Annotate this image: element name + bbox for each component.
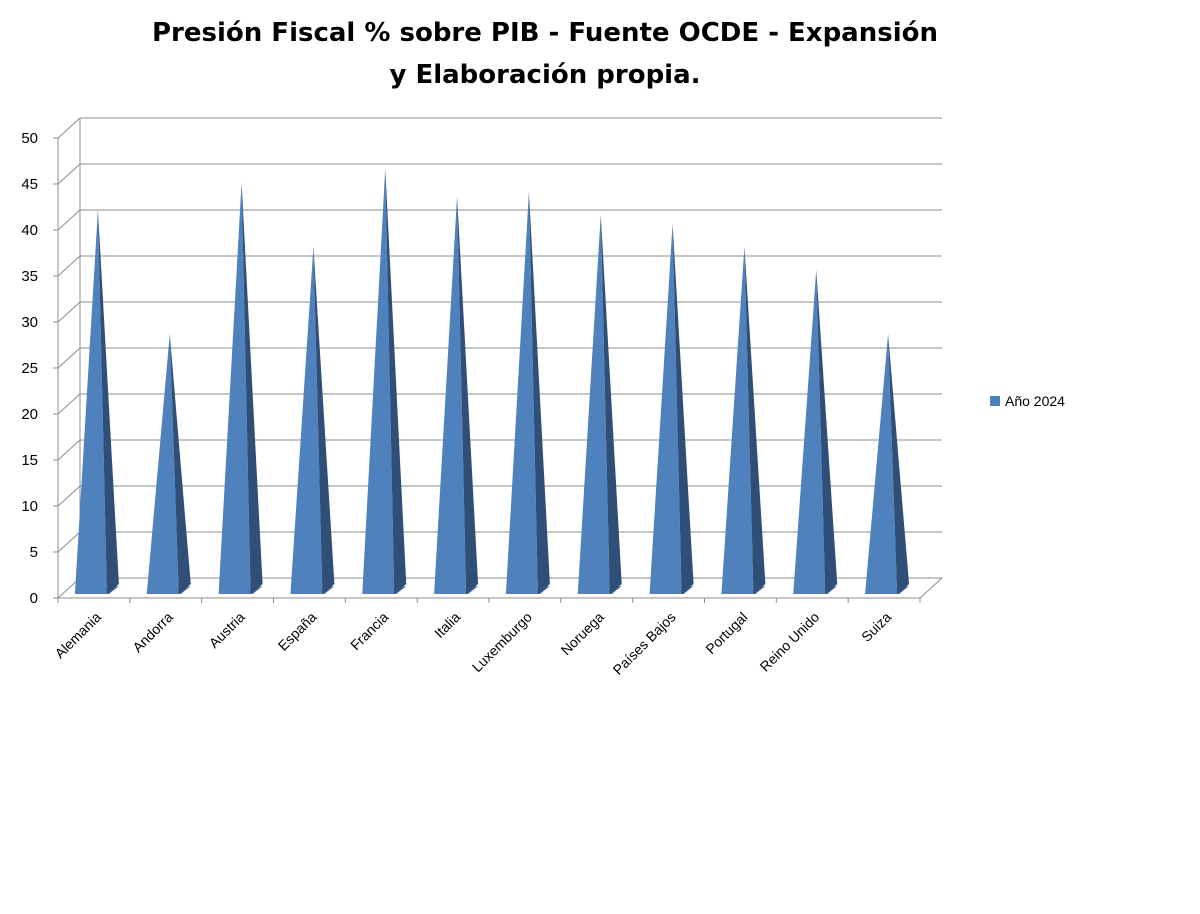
wall-gridline <box>57 209 81 231</box>
bar-front-face <box>146 334 179 594</box>
gridlines <box>57 117 942 599</box>
x-tick-label: Alemania <box>51 609 104 662</box>
y-tick-label: 15 <box>21 452 38 469</box>
bar-side-face <box>888 334 910 594</box>
wall-gridline <box>57 117 81 139</box>
x-tick-label: Reino Unido <box>757 609 823 675</box>
wall-gridline <box>57 485 81 507</box>
y-tick-label: 25 <box>21 360 38 377</box>
y-tick-label: 45 <box>21 176 38 193</box>
bar-side-face <box>816 269 838 594</box>
chart-title: Presión Fiscal % sobre PIB - Fuente OCDE… <box>151 18 938 90</box>
bar-side-face <box>313 246 335 594</box>
wall-gridline <box>57 163 81 185</box>
y-tick-label: 5 <box>30 544 38 561</box>
bars <box>74 168 910 595</box>
bar-front-face <box>362 168 395 594</box>
axes <box>53 118 943 603</box>
bar-side-face <box>528 191 550 594</box>
x-tick-label: Noruega <box>558 609 607 658</box>
x-tick-label: Austria <box>206 609 248 651</box>
x-tick-label: Portugal <box>702 609 750 657</box>
wall-gridline <box>57 393 81 415</box>
bar <box>290 246 335 594</box>
bar-front-face <box>721 246 754 594</box>
bar <box>721 246 766 594</box>
bar-side-face <box>457 196 479 594</box>
x-tick-label: Francia <box>347 609 391 653</box>
bar-side-face <box>97 209 119 595</box>
bar-side-face <box>672 223 694 594</box>
bar <box>434 196 479 594</box>
y-tick-label: 50 <box>21 130 38 147</box>
bar <box>362 168 407 594</box>
bar <box>865 334 910 594</box>
y-tick-label: 10 <box>21 498 38 515</box>
y-tick-label: 30 <box>21 314 38 331</box>
floor-right-edge <box>919 577 943 599</box>
bar <box>146 334 191 594</box>
wall-gridline <box>57 347 81 369</box>
bar <box>577 214 622 594</box>
y-tick-label: 40 <box>21 222 38 239</box>
bar-front-face <box>290 246 323 594</box>
x-tick-label: España <box>275 609 320 654</box>
bar <box>74 209 119 595</box>
bar-front-face <box>505 191 538 594</box>
y-tick-label: 35 <box>21 268 38 285</box>
x-tick-label: Países Bajos <box>610 609 679 678</box>
bar-front-face <box>865 334 898 594</box>
wall-gridline <box>57 301 81 323</box>
bar <box>793 269 838 594</box>
legend: Año 2024 <box>990 393 1065 409</box>
bar <box>218 182 263 594</box>
x-tick-label: Italia <box>431 609 463 641</box>
bar-side-face <box>169 334 191 594</box>
bar-front-face <box>649 223 682 594</box>
bar-front-face <box>218 182 251 594</box>
bar-side-face <box>385 168 407 594</box>
bar-front-face <box>74 209 107 595</box>
x-tick-label: Luxemburgo <box>469 609 535 675</box>
legend-swatch <box>990 396 1000 406</box>
y-tick-label: 20 <box>21 406 38 423</box>
wall-gridline <box>57 439 81 461</box>
bar-front-face <box>793 269 826 594</box>
bar-front-face <box>577 214 610 594</box>
bar-side-face <box>241 182 263 594</box>
bar-front-face <box>434 196 467 594</box>
bar <box>649 223 694 594</box>
wall-gridline <box>57 531 81 553</box>
bar-side-face <box>600 214 622 594</box>
x-tick-label: Suiza <box>858 609 894 645</box>
x-tick-label: Andorra <box>129 609 176 656</box>
legend-label: Año 2024 <box>1005 393 1065 409</box>
wall-gridline <box>57 255 81 277</box>
y-tick-label: 0 <box>30 590 38 607</box>
bar <box>505 191 550 594</box>
bar-side-face <box>744 246 766 594</box>
